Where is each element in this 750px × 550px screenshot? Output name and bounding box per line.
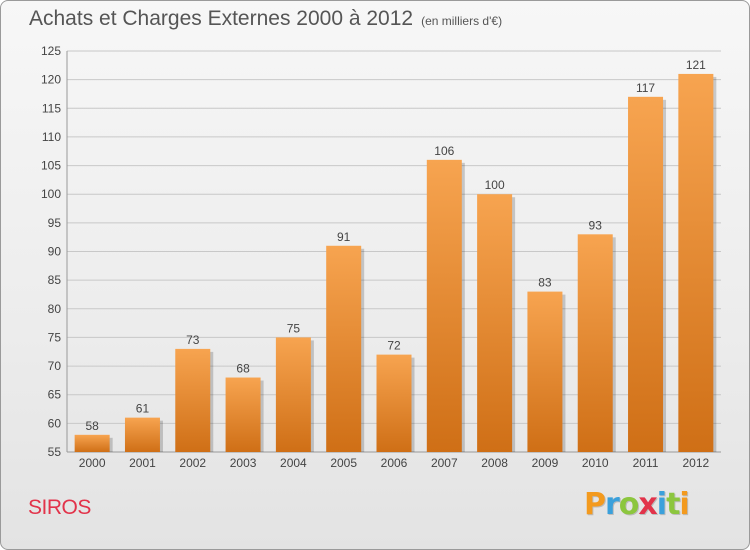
data-label: 91 [337,230,351,244]
bar [628,96,664,452]
bar [326,245,362,452]
y-tick-label: 95 [48,216,62,230]
place-name: SIROS [28,496,91,519]
data-label: 106 [434,144,454,158]
bar [275,337,311,452]
x-tick-label: 2000 [79,456,106,470]
data-label: 117 [636,81,655,95]
y-tick-label: 100 [41,187,61,201]
data-label: 72 [387,339,401,353]
data-label: 100 [485,178,505,192]
bar [678,73,714,453]
bar [175,348,211,452]
y-tick-label: 105 [41,159,61,173]
logo-letter: r [605,487,620,522]
y-tick-label: 75 [48,330,62,344]
y-tick-label: 125 [41,44,61,58]
chart-title: Achats et Charges Externes 2000 à 2012 (e… [29,7,502,31]
x-tick-label: 2010 [582,456,609,470]
y-tick-label: 115 [42,101,61,115]
x-tick-label: 2006 [381,456,408,470]
x-tick-label: 2002 [179,456,206,470]
bar [426,159,462,453]
y-tick-label: 65 [48,388,62,402]
data-label: 58 [85,419,99,433]
data-label: 83 [538,276,552,290]
chart-title-text: Achats et Charges Externes 2000 à 2012 [29,7,414,30]
bar [376,354,412,452]
x-tick-label: 2011 [633,456,659,470]
y-tick-label: 70 [48,359,62,373]
x-tick-label: 2012 [682,456,709,470]
y-tick-label: 55 [48,445,62,459]
bar [477,194,513,452]
logo-letter: o [618,487,640,522]
x-tick-label: 2001 [129,456,156,470]
y-tick-label: 60 [48,416,62,430]
x-tick-label: 2007 [431,456,458,470]
proxiti-logo: Proxiti [584,487,690,522]
data-label: 121 [686,58,706,72]
data-label: 61 [136,402,150,416]
data-label: 93 [589,218,603,232]
bar [74,434,110,452]
logo-letter: x [638,487,657,522]
bar [577,234,613,452]
y-tick-label: 90 [48,245,62,259]
bar [527,291,563,452]
logo-letter: P [584,487,606,522]
data-label: 73 [186,333,200,347]
chart-subtitle: (en milliers d'€) [421,14,503,28]
y-tick-label: 80 [48,302,62,316]
x-tick-label: 2009 [532,456,559,470]
bar [225,377,261,452]
y-tick-label: 85 [48,273,62,287]
x-tick-label: 2003 [230,456,257,470]
logo-letter: i [656,487,667,522]
logo-letter: i [679,487,689,522]
logo-letter: t [666,487,680,522]
data-label: 75 [287,321,301,335]
x-tick-label: 2004 [280,456,307,470]
y-tick-label: 110 [42,130,61,144]
bar [124,417,160,452]
y-tick-label: 120 [41,73,61,87]
x-tick-label: 2008 [481,456,508,470]
x-tick-label: 2005 [330,456,357,470]
data-label: 68 [236,362,250,376]
